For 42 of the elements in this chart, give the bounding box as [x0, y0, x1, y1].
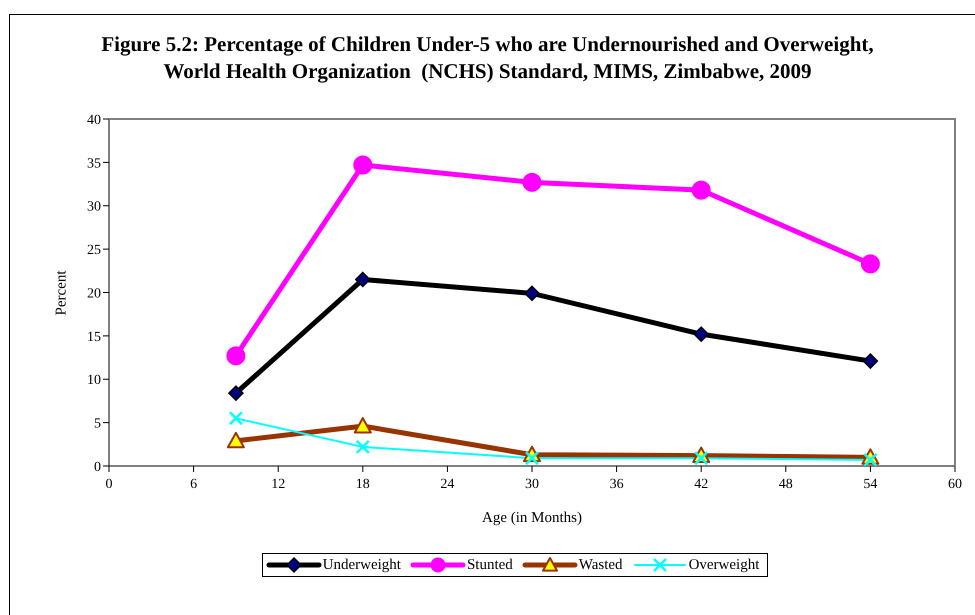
y-tick-label: 15: [87, 330, 101, 345]
x-tick-label: 12: [271, 476, 286, 492]
y-tick-label: 10: [87, 373, 101, 388]
chart-title: Figure 5.2: Percentage of Children Under-5 who are Undernourished and Overweight, World Health Organization (NCHS) Standard, MIMS, Zimbabwe, 2009: [100, 31, 875, 85]
x-tick-label: 6: [190, 476, 198, 492]
x-tick-label: 18: [356, 476, 370, 492]
legend-label: Wasted: [578, 556, 623, 574]
x-tick-label: 0: [106, 476, 112, 492]
point: [692, 180, 711, 200]
legend-label: Underweight: [322, 556, 401, 574]
point: [228, 411, 244, 426]
point: [226, 432, 245, 448]
point: [354, 417, 372, 434]
x-tick-label: 54: [863, 476, 878, 492]
point: [353, 155, 372, 174]
point: [228, 385, 244, 401]
point: [226, 346, 246, 366]
y-tick-label: 35: [87, 156, 101, 172]
x-axis-title: Age (in Months): [481, 510, 583, 527]
x-tick-label: 42: [694, 476, 708, 492]
x-tick-label: 30: [525, 476, 539, 492]
y-tick-label: 20: [87, 286, 101, 302]
y-axis-title: Percent: [54, 270, 70, 315]
point: [862, 353, 878, 369]
point: [860, 254, 880, 274]
y-tick-label: 5: [94, 416, 101, 432]
legend-label: Stunted: [466, 556, 513, 574]
legend-label: Overweight: [688, 556, 760, 574]
point: [356, 440, 370, 454]
x-tick-label: 48: [778, 476, 793, 492]
point: [522, 172, 542, 192]
y-tick-label: 30: [87, 200, 101, 215]
point: [355, 272, 371, 288]
point: [524, 286, 540, 302]
y-tick-label: 0: [94, 460, 101, 475]
point: [693, 326, 709, 342]
y-tick-label: 40: [87, 112, 101, 128]
point: [524, 450, 540, 466]
x-tick-label: 24: [440, 476, 454, 492]
y-tick-label: 25: [87, 243, 101, 258]
x-tick-label: 36: [610, 476, 624, 492]
x-tick-label: 60: [948, 476, 962, 492]
